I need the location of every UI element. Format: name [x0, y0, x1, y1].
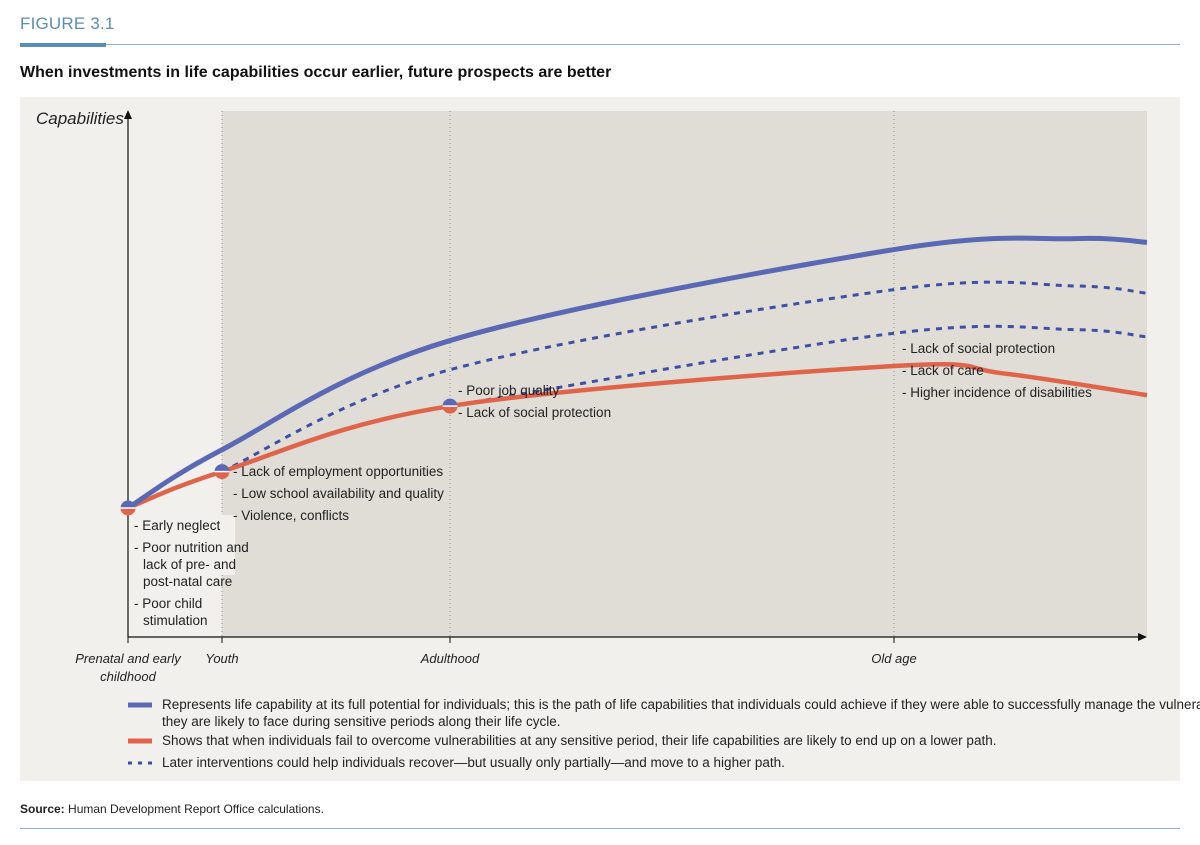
branch-marker-1: [214, 464, 230, 480]
annotation-0-line-1: - Poor nutrition and: [134, 540, 249, 555]
legend-text-0-0: Represents life capability at its full p…: [162, 697, 1200, 712]
annotation-3-line-1: - Lack of care: [902, 363, 984, 378]
legend-text-0-1: they are likely to face during sensitive…: [162, 714, 560, 729]
series-line-2: [221, 280, 1148, 473]
annotation-0-line-3: post-natal care: [143, 574, 232, 589]
header-accent-bar: [20, 43, 106, 47]
x-axis-arrow: [1138, 633, 1147, 641]
x-tick-label-2: Adulthood: [420, 651, 480, 666]
annotation-2-line-0: - Poor job quality: [458, 383, 560, 398]
y-axis-label: Capabilities: [36, 109, 124, 128]
branch-marker-top-2: [442, 398, 458, 407]
source-note: Source: Human Development Report Office …: [20, 802, 324, 816]
x-tick-label-3: Old age: [871, 651, 917, 666]
annotation-1-line-2: - Violence, conflicts: [233, 508, 349, 523]
footer-divider: [20, 828, 1180, 829]
y-axis-arrow: [124, 110, 132, 119]
annotation-0-line-4: - Poor child: [134, 596, 202, 611]
annotation-3-line-2: - Higher incidence of disabilities: [902, 385, 1092, 400]
header-divider: [20, 44, 1180, 45]
branch-marker-bottom-0: [120, 508, 136, 516]
branch-marker-top-1: [214, 464, 230, 472]
branch-marker-bottom-2: [442, 406, 458, 414]
source-text: Human Development Report Office calculat…: [68, 802, 324, 816]
x-tick-label-0: Prenatal and early childhood: [75, 651, 182, 684]
branch-marker-2: [442, 398, 458, 414]
x-tick-label-1: Youth: [205, 651, 238, 666]
branch-marker-0: [120, 500, 136, 516]
legend-text-2-0: Later interventions could help individua…: [162, 755, 785, 770]
annotation-bg-0: [129, 515, 235, 575]
branch-marker-bottom-1: [214, 471, 230, 480]
annotation-3-line-0: - Lack of social protection: [902, 341, 1055, 356]
branch-marker-top-0: [120, 500, 136, 508]
annotation-2-line-1: - Lack of social protection: [458, 405, 611, 420]
annotation-0-line-2: lack of pre- and: [143, 557, 236, 572]
annotation-1-line-0: - Lack of employment opportunities: [233, 464, 443, 479]
annotation-0-line-0: - Early neglect: [134, 518, 221, 533]
figure-label: FIGURE 3.1: [20, 14, 115, 33]
annotation-1-line-1: - Low school availability and quality: [233, 486, 444, 501]
annotation-0-line-5: stimulation: [143, 613, 208, 628]
legend-text-1-0: Shows that when individuals fail to over…: [162, 733, 996, 748]
series-line-0: [126, 235, 1148, 511]
series-line-3: [449, 324, 1148, 408]
figure-title: When investments in life capabilities oc…: [20, 64, 612, 81]
source-label: Source:: [20, 802, 65, 816]
